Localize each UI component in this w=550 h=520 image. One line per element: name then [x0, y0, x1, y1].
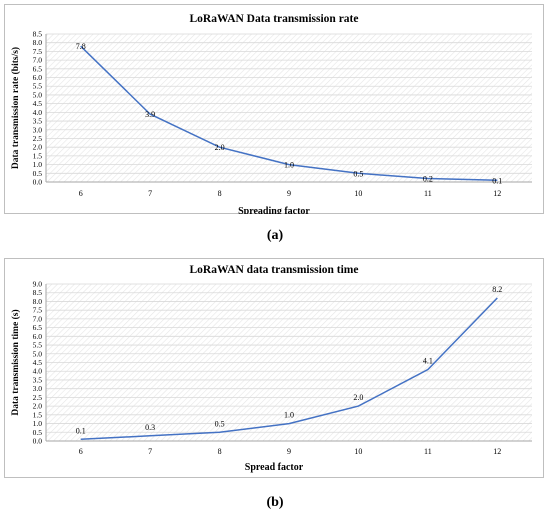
y-tick-label: 9.0	[33, 280, 43, 289]
y-tick-label: 2.0	[33, 402, 43, 411]
x-tick-label: 10	[354, 447, 362, 456]
x-tick-label: 10	[354, 189, 362, 198]
line-chart-transmission-time: 0.00.51.01.52.02.53.03.54.04.55.05.56.06…	[4, 258, 544, 478]
x-tick-label: 7	[148, 447, 152, 456]
y-tick-label: 6.5	[33, 323, 43, 332]
plot-area	[46, 34, 532, 182]
y-tick-label: 0.0	[33, 437, 43, 446]
figure-caption-a: (a)	[266, 228, 284, 243]
data-label: 0.2	[423, 175, 433, 184]
x-tick-label: 9	[287, 189, 291, 198]
data-label: 8.2	[492, 285, 502, 294]
y-tick-label: 7.0	[33, 314, 43, 323]
x-axis-label: Spread factor	[245, 462, 304, 473]
y-tick-label: 1.5	[33, 410, 43, 419]
y-tick-label: 7.5	[33, 306, 43, 315]
y-tick-label: 6.0	[33, 332, 43, 341]
y-tick-label: 3.0	[33, 384, 43, 393]
data-label: 3.9	[145, 110, 155, 119]
x-tick-label: 11	[424, 447, 432, 456]
y-tick-label: 6.5	[33, 64, 43, 73]
data-label: 0.1	[492, 176, 502, 185]
y-tick-label: 8.0	[33, 297, 43, 306]
y-axis-label: Data transmission rate (bits/s)	[10, 47, 21, 169]
data-label: 0.5	[215, 419, 225, 428]
data-label: 0.5	[353, 169, 363, 178]
y-axis-label: Data transmission time (s)	[10, 309, 21, 415]
y-tick-label: 3.0	[33, 125, 43, 134]
data-label: 0.3	[145, 423, 155, 432]
x-tick-label: 12	[493, 447, 501, 456]
y-tick-label: 4.5	[33, 358, 43, 367]
y-tick-label: 3.5	[33, 375, 43, 384]
data-label: 0.1	[76, 426, 86, 435]
data-label: 4.1	[423, 356, 433, 365]
y-tick-label: 8.0	[33, 38, 43, 47]
y-tick-label: 2.0	[33, 143, 43, 152]
y-tick-label: 4.5	[33, 99, 43, 108]
x-tick-label: 11	[424, 189, 432, 198]
y-tick-label: 5.0	[33, 349, 43, 358]
y-tick-label: 5.5	[33, 82, 43, 91]
x-tick-label: 7	[148, 189, 152, 198]
x-tick-label: 12	[493, 189, 501, 198]
x-tick-label: 8	[218, 189, 222, 198]
y-tick-label: 6.0	[33, 73, 43, 82]
y-tick-label: 1.0	[33, 160, 43, 169]
y-tick-label: 5.0	[33, 90, 43, 99]
data-label: 1.0	[284, 411, 294, 420]
x-axis-label: Spreading factor	[238, 206, 310, 214]
x-tick-label: 9	[287, 447, 291, 456]
data-label: 2.0	[353, 393, 363, 402]
chart-title: LoRaWAN data transmission time	[190, 264, 359, 276]
y-tick-label: 2.5	[33, 134, 43, 143]
chart-panel-b: 0.0 0.5 1.0 1.5 2.0 2.5 3.0 3.5 4.0 4.5 5.0 5.5 6.0 6…	[4, 258, 544, 478]
data-label: 7.8	[76, 42, 86, 51]
data-label: 1.0	[284, 161, 294, 170]
x-tick-label: 6	[79, 189, 83, 198]
x-tick-label: 6	[79, 447, 83, 456]
chart-title: LoRaWAN Data transmission rate	[190, 13, 359, 25]
y-tick-label: 7.5	[33, 47, 43, 56]
y-tick-label: 0.5	[33, 428, 43, 437]
y-tick-label: 2.5	[33, 393, 43, 402]
y-tick-label: 8.5	[33, 288, 43, 297]
y-tick-label: 1.5	[33, 151, 43, 160]
y-tick-label: 4.0	[33, 367, 43, 376]
y-tick-label: 8.5	[33, 30, 43, 39]
y-tick-label: 0.5	[33, 169, 43, 178]
x-tick-label: 8	[218, 447, 222, 456]
y-tick-label: 3.5	[33, 117, 43, 126]
data-label: 2.0	[215, 143, 225, 152]
y-tick-label: 7.0	[33, 56, 43, 65]
line-chart-transmission-rate: 0.00.51.01.52.02.53.03.54.04.55.05.56.06…	[4, 4, 544, 214]
figure-caption-b: (b)	[266, 495, 284, 510]
y-tick-label: 5.5	[33, 341, 43, 350]
y-tick-label: 0.0	[33, 178, 43, 187]
chart-panel-a: 0.0 0.5 1.0 1.5 2.0 2.5 3.0 3.5 4.0 4.5 5.0 5.5 6.0 6…	[4, 4, 544, 214]
y-tick-label: 1.0	[33, 419, 43, 428]
y-tick-label: 4.0	[33, 108, 43, 117]
